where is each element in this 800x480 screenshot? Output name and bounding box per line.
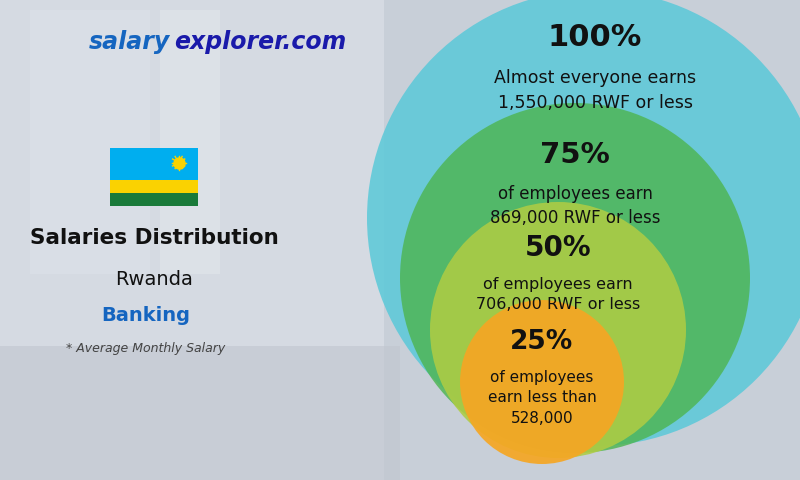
Circle shape <box>400 103 750 453</box>
Text: * Average Monthly Salary: * Average Monthly Salary <box>66 342 226 355</box>
Text: explorer.com: explorer.com <box>174 30 346 54</box>
Bar <box>30 10 150 274</box>
Bar <box>0 346 400 480</box>
Text: Rwanda: Rwanda <box>115 270 193 289</box>
Text: of employees earn
869,000 RWF or less: of employees earn 869,000 RWF or less <box>490 185 660 228</box>
Bar <box>110 192 198 206</box>
Text: 50%: 50% <box>525 234 591 262</box>
Bar <box>110 148 198 180</box>
Circle shape <box>460 300 624 464</box>
Text: Banking: Banking <box>102 306 190 325</box>
Text: salary: salary <box>89 30 170 54</box>
Text: 25%: 25% <box>510 329 574 355</box>
Bar <box>0 0 384 480</box>
Text: 75%: 75% <box>540 141 610 169</box>
Text: of employees
earn less than
528,000: of employees earn less than 528,000 <box>488 370 596 426</box>
Text: Almost everyone earns
1,550,000 RWF or less: Almost everyone earns 1,550,000 RWF or l… <box>494 69 696 112</box>
Circle shape <box>430 202 686 458</box>
Text: Salaries Distribution: Salaries Distribution <box>30 228 278 248</box>
Text: 100%: 100% <box>548 24 642 52</box>
Bar <box>110 180 198 192</box>
Bar <box>160 10 220 274</box>
Text: of employees earn
706,000 RWF or less: of employees earn 706,000 RWF or less <box>476 277 640 312</box>
Circle shape <box>367 0 800 446</box>
